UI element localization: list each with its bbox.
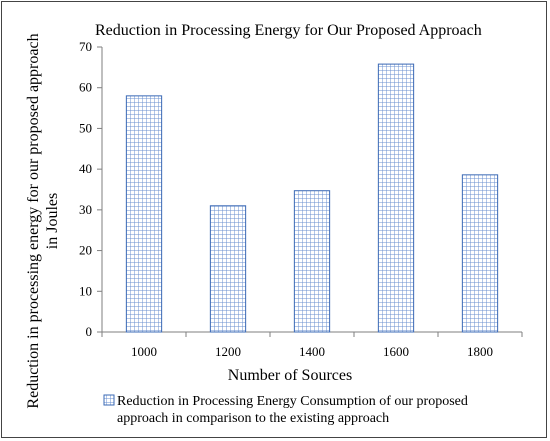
bars bbox=[125, 63, 499, 333]
x-tick-label: 1400 bbox=[299, 344, 325, 359]
y-axis-label-line-2: in Joules bbox=[44, 193, 61, 249]
bar-1000 bbox=[125, 95, 163, 333]
legend-text-line-2: approach in comparison to the existing a… bbox=[117, 411, 389, 426]
legend: Reduction in Processing Energy Consumpti… bbox=[103, 394, 468, 426]
x-tick-label: 1800 bbox=[467, 344, 493, 359]
y-tick-label: 60 bbox=[79, 80, 92, 95]
y-axis: 0 10 20 30 40 50 60 70 bbox=[79, 39, 103, 339]
x-tick-label: 1000 bbox=[131, 344, 157, 359]
legend-swatch bbox=[103, 394, 115, 406]
bar-1600 bbox=[377, 63, 415, 333]
y-tick-label: 20 bbox=[79, 243, 92, 258]
x-axis-label: Number of Sources bbox=[228, 367, 352, 384]
x-tick-label: 1200 bbox=[215, 344, 241, 359]
bar-1400 bbox=[293, 190, 331, 333]
y-tick-label: 40 bbox=[79, 161, 92, 176]
chart-title: Reduction in Processing Energy for Our P… bbox=[95, 22, 482, 39]
x-axis: 1000 1200 1400 1600 1800 bbox=[101, 331, 523, 359]
x-tick-label: 1600 bbox=[383, 344, 409, 359]
y-tick-label: 70 bbox=[79, 39, 92, 54]
legend-text-line-1: Reduction in Processing Energy Consumpti… bbox=[117, 394, 468, 409]
y-axis-label: Reduction in processing energy for our p… bbox=[25, 33, 61, 408]
bar-1800 bbox=[461, 174, 499, 333]
y-axis-label-line-1: Reduction in processing energy for our p… bbox=[25, 33, 42, 408]
y-tick-label: 10 bbox=[79, 283, 92, 298]
y-tick-label: 30 bbox=[79, 202, 92, 217]
bar-1200 bbox=[209, 205, 247, 333]
y-tick-label: 0 bbox=[86, 324, 93, 339]
y-tick-label: 50 bbox=[79, 120, 92, 135]
